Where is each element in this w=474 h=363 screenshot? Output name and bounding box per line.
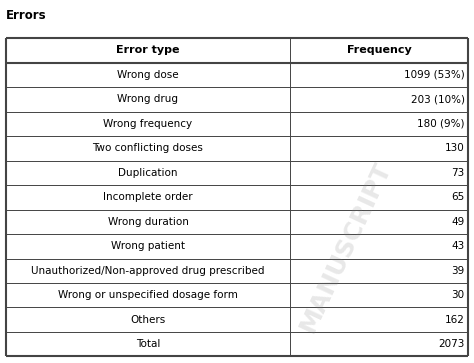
Text: 2073: 2073 — [438, 339, 465, 349]
Text: 130: 130 — [445, 143, 465, 153]
Text: Total: Total — [136, 339, 160, 349]
Text: Wrong frequency: Wrong frequency — [103, 119, 192, 129]
Text: Frequency: Frequency — [347, 45, 411, 56]
Text: Duplication: Duplication — [118, 168, 178, 178]
Text: 180 (9%): 180 (9%) — [417, 119, 465, 129]
Text: MANUSCRIPT: MANUSCRIPT — [296, 158, 396, 336]
Text: Incomplete order: Incomplete order — [103, 192, 193, 202]
Text: Errors: Errors — [6, 9, 46, 22]
Text: 30: 30 — [451, 290, 465, 300]
Text: 43: 43 — [451, 241, 465, 251]
Text: 65: 65 — [451, 192, 465, 202]
Text: 73: 73 — [451, 168, 465, 178]
Text: Error type: Error type — [116, 45, 180, 56]
Text: Two conflicting doses: Two conflicting doses — [92, 143, 203, 153]
Text: 162: 162 — [445, 315, 465, 325]
Text: Wrong dose: Wrong dose — [117, 70, 179, 80]
Text: Wrong patient: Wrong patient — [111, 241, 185, 251]
Text: Wrong duration: Wrong duration — [108, 217, 188, 227]
Text: Unauthorized/Non-approved drug prescribed: Unauthorized/Non-approved drug prescribe… — [31, 266, 264, 276]
Text: Wrong or unspecified dosage form: Wrong or unspecified dosage form — [58, 290, 238, 300]
Text: 1099 (53%): 1099 (53%) — [404, 70, 465, 80]
Text: Others: Others — [130, 315, 165, 325]
Text: 203 (10%): 203 (10%) — [410, 94, 465, 104]
Text: 39: 39 — [451, 266, 465, 276]
Text: Wrong drug: Wrong drug — [118, 94, 178, 104]
Text: 49: 49 — [451, 217, 465, 227]
